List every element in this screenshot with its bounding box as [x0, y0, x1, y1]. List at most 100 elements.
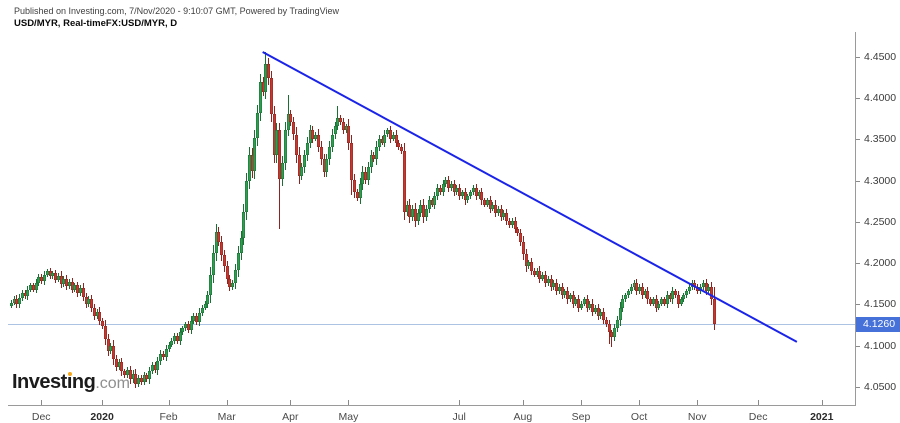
candle: [95, 311, 99, 316]
candle: [195, 315, 199, 322]
price-tick-label: 4.0500: [864, 380, 897, 393]
candle: [78, 287, 82, 293]
price-tick-mark: [856, 56, 860, 58]
candle: [156, 361, 160, 371]
chart-header: Published on Investing.com, 7/Nov/2020 -…: [14, 5, 339, 30]
price-tick-label: 4.1000: [864, 339, 897, 352]
candle: [150, 365, 154, 372]
candle: [328, 146, 332, 160]
candle: [710, 287, 714, 300]
candle: [350, 142, 354, 180]
price-tick-mark: [856, 139, 860, 141]
price-tick-label: 4.3500: [864, 133, 897, 146]
candle: [220, 241, 224, 255]
price-tick-mark: [856, 98, 860, 100]
candle: [59, 275, 63, 284]
candle: [162, 353, 165, 358]
candle: [530, 262, 534, 271]
candle: [40, 277, 44, 282]
candle: [153, 365, 157, 371]
candle: [114, 358, 118, 368]
candle: [330, 134, 334, 147]
candle: [679, 299, 683, 304]
candle: [139, 377, 143, 382]
candle: [117, 362, 121, 368]
price-tick-label: 4.4000: [864, 92, 897, 105]
candle: [18, 297, 22, 305]
candle: [214, 231, 218, 254]
price-tick-mark: [856, 263, 860, 265]
price-tick-label: 4.4500: [864, 50, 897, 63]
candle: [98, 311, 102, 321]
time-tick-mark: [226, 400, 228, 405]
candle: [225, 266, 229, 279]
time-tick-mark: [758, 400, 760, 405]
price-tick-mark: [856, 221, 860, 223]
candle: [305, 142, 309, 156]
candle: [186, 324, 190, 330]
candle: [657, 303, 661, 308]
candle: [134, 373, 138, 384]
candle: [627, 291, 631, 296]
candle: [20, 292, 24, 298]
logo-orange-dot-i: ı: [66, 371, 73, 393]
candle: [112, 345, 116, 359]
price-tick-label: 4.2000: [864, 257, 897, 270]
candle: [579, 303, 583, 308]
candle: [236, 253, 240, 270]
candle: [26, 289, 30, 297]
candle: [352, 179, 356, 193]
time-tick-label: 2020: [90, 411, 114, 423]
candle: [145, 375, 149, 380]
investing-logo: Investıng.com: [12, 371, 130, 394]
candle: [505, 212, 509, 222]
candle: [292, 122, 296, 135]
candle: [70, 282, 74, 290]
candle: [76, 285, 80, 293]
candle: [289, 113, 293, 123]
price-tick-mark: [856, 386, 860, 388]
candle: [128, 370, 132, 380]
candle: [178, 332, 182, 341]
candle: [12, 298, 16, 303]
candle: [48, 271, 52, 277]
candle: [29, 285, 33, 290]
candle: [217, 231, 221, 242]
candle: [618, 307, 622, 321]
candle: [441, 183, 445, 193]
candle: [51, 273, 55, 277]
candle: [184, 324, 188, 329]
candle: [90, 299, 94, 308]
candle: [519, 233, 523, 242]
candle: [197, 312, 201, 322]
candle: [173, 335, 177, 341]
candle: [45, 271, 49, 275]
candle: [469, 192, 473, 197]
candle: [206, 295, 210, 304]
time-tick-mark: [41, 400, 43, 405]
time-tick-label: Aug: [513, 411, 533, 423]
candle: [192, 315, 196, 321]
candle: [682, 295, 686, 300]
candle: [629, 287, 633, 292]
time-tick-mark: [697, 400, 699, 405]
candle: [433, 196, 437, 205]
price-tick-mark: [856, 304, 860, 306]
candle: [300, 167, 304, 176]
candle: [101, 320, 105, 326]
chart-container: 4.4500 4.4000 4.3500 4.3000 4.2500 4.2000 4.15…: [8, 32, 900, 423]
time-tick-mark: [348, 400, 350, 405]
candle: [67, 282, 71, 287]
candle: [203, 303, 207, 308]
price-tick-mark: [856, 180, 860, 182]
candle: [62, 278, 66, 284]
price-tick-label: 4.3000: [864, 174, 897, 187]
candle: [9, 302, 13, 307]
candle: [602, 311, 606, 321]
candle: [394, 134, 398, 143]
candle: [181, 328, 185, 333]
plot-area[interactable]: [8, 32, 856, 406]
candle: [245, 180, 249, 213]
published-info: Published on Investing.com, 7/Nov/2020 -…: [14, 6, 340, 16]
